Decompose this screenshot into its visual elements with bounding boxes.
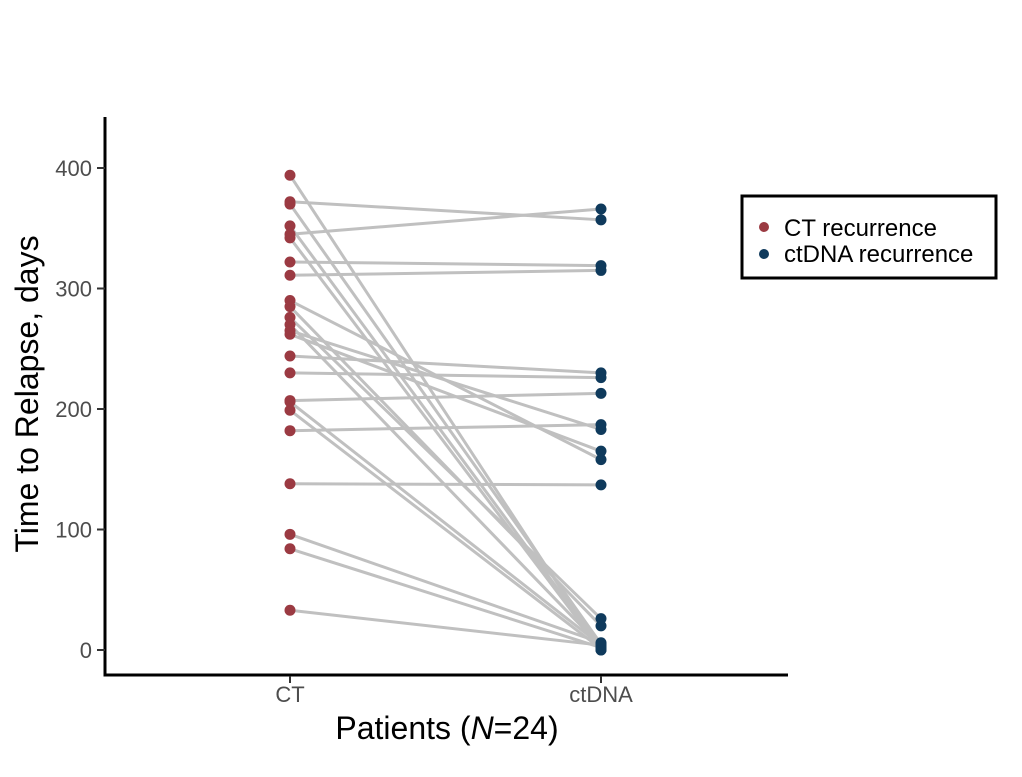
ct-point	[284, 301, 296, 313]
ct-point	[284, 425, 296, 437]
connector-line	[289, 532, 602, 645]
connector-line	[289, 409, 602, 650]
x-axis-title: Patients (N=24)	[335, 710, 558, 746]
ct-point	[284, 169, 296, 181]
y-tick-label: 400	[55, 156, 92, 181]
ctdna-point	[595, 454, 607, 466]
x-tick-label: ctDNA	[569, 682, 633, 707]
ctdna-point	[595, 264, 607, 276]
ctdna-point	[595, 372, 607, 384]
connector-line	[289, 332, 602, 453]
legend: CT recurrence ctDNA recurrence	[740, 194, 998, 280]
connector-line	[289, 200, 602, 222]
ctdna-point	[595, 613, 607, 625]
connector-line	[288, 316, 603, 620]
ct-point	[284, 328, 296, 340]
y-tick-label: 200	[55, 397, 92, 422]
connector-line	[289, 547, 602, 650]
connector-line	[289, 423, 602, 433]
ctdna-point	[595, 419, 607, 431]
connector-line	[289, 354, 602, 375]
ct-point	[284, 404, 296, 416]
connector-line	[289, 371, 602, 380]
ct-point	[284, 367, 296, 379]
x-axis-title-prefix: Patients (	[335, 710, 471, 746]
ctdna-point	[595, 639, 607, 651]
ctdna-point	[595, 445, 607, 457]
ct-point	[284, 528, 296, 540]
x-axis-title-italic: N	[471, 710, 495, 746]
connector-line	[289, 329, 602, 431]
legend-box	[740, 194, 998, 280]
ctdna-point	[595, 387, 607, 399]
connector-line	[289, 482, 602, 487]
connector-line	[289, 268, 602, 277]
ct-point	[284, 543, 296, 555]
connector-line	[289, 260, 602, 268]
connector-line	[289, 400, 602, 647]
connector-line	[289, 391, 602, 403]
legend-label-ctdna: ctDNA recurrence	[784, 241, 973, 268]
ct-point	[284, 604, 296, 616]
y-tick-label: 100	[55, 518, 92, 543]
ct-point	[284, 396, 296, 408]
y-axis: 0 100 200 300 400	[55, 117, 107, 676]
x-axis-title-suffix: =24)	[494, 710, 559, 746]
data-points	[284, 169, 607, 656]
y-tick-label: 0	[80, 638, 92, 663]
ct-point	[284, 256, 296, 268]
connector-lines	[288, 174, 603, 651]
legend-key-ctdna	[759, 249, 769, 259]
connector-line	[288, 236, 603, 651]
connector-line	[289, 608, 602, 647]
legend-key-ct	[759, 222, 769, 232]
y-axis-title: Time to Relapse, days	[9, 235, 45, 552]
connector-line	[289, 207, 602, 236]
ctdna-point	[595, 203, 607, 215]
x-tick-label: CT	[275, 682, 304, 707]
connector-line	[288, 224, 603, 649]
ct-point	[284, 350, 296, 362]
ct-point	[284, 232, 296, 244]
legend-label-ct: CT recurrence	[784, 215, 937, 242]
ctdna-point	[595, 479, 607, 491]
y-tick-label: 300	[55, 277, 92, 302]
ct-point	[284, 220, 296, 232]
ctdna-point	[595, 214, 607, 226]
x-axis: CT ctDNA	[103, 673, 788, 707]
ct-point	[284, 478, 296, 490]
ct-point	[284, 269, 296, 281]
ct-point	[284, 198, 296, 210]
